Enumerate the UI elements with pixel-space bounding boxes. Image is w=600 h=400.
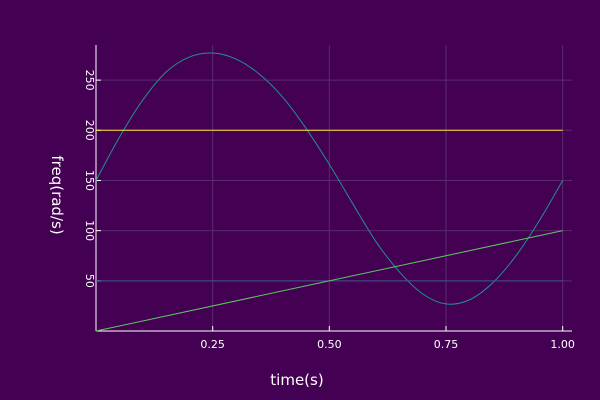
tick-labels: 0.25 0.50 0.75 1.00 50 100 150 200 250 xyxy=(83,70,575,351)
y-tick-label-1: 100 xyxy=(83,220,96,241)
x-tick-label-2: 0.75 xyxy=(434,338,459,351)
y-tick-label-0: 50 xyxy=(83,274,96,288)
series-line-0 xyxy=(95,52,564,305)
x-tick-label-3: 1.00 xyxy=(550,338,575,351)
y-tick-label-3: 200 xyxy=(83,120,96,141)
y-tick-label-4: 250 xyxy=(83,70,96,91)
x-tick-label-0: 0.25 xyxy=(200,338,225,351)
axes xyxy=(95,45,572,332)
series-group xyxy=(95,52,564,332)
y-tick-label-2: 150 xyxy=(83,170,96,191)
x-tick-label-1: 0.50 xyxy=(317,338,342,351)
series-line-3 xyxy=(95,230,563,332)
x-axis-label: time(s) xyxy=(270,371,323,389)
y-axis-label: freq(rad/s) xyxy=(48,155,66,234)
